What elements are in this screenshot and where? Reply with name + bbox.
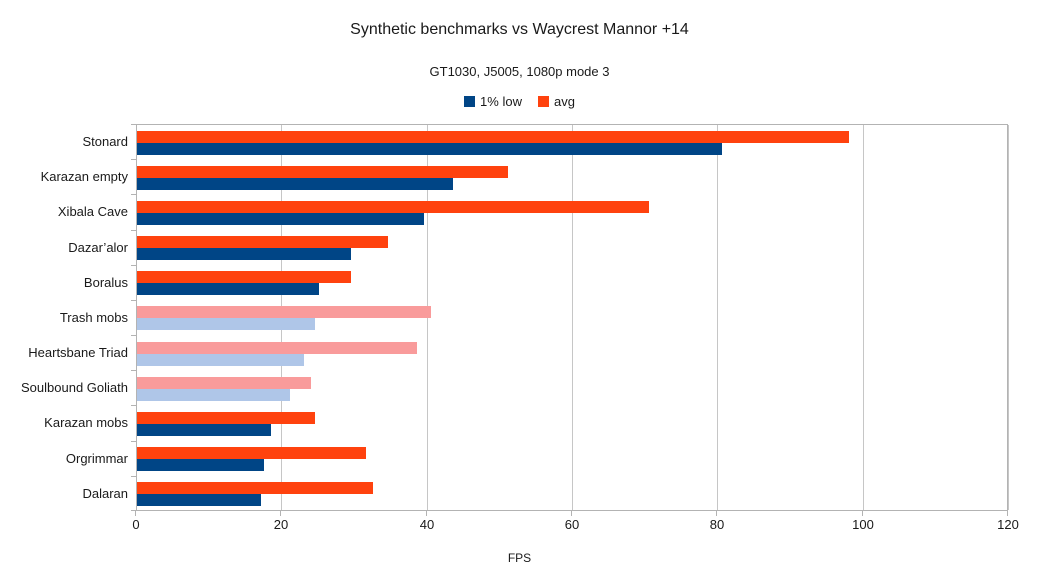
bar-avg-stonard bbox=[137, 131, 849, 143]
bar-low-trash-mobs bbox=[137, 318, 315, 330]
x-axis-tick bbox=[280, 511, 281, 516]
category-label-heartsbane-triad: Heartsbane Triad bbox=[28, 345, 128, 360]
y-axis-tick bbox=[131, 300, 136, 301]
gridline-60 bbox=[572, 125, 573, 510]
x-axis-tick bbox=[862, 511, 863, 516]
bar-low-heartsbane-triad bbox=[137, 354, 304, 366]
x-tick-label-60: 60 bbox=[564, 517, 580, 532]
x-axis-tick bbox=[135, 511, 136, 516]
category-label-soulbound-goliath: Soulbound Goliath bbox=[21, 380, 128, 395]
plot-area bbox=[136, 124, 1009, 511]
y-axis-tick bbox=[131, 370, 136, 371]
legend-label-1pct-low: 1% low bbox=[480, 94, 522, 109]
category-label-trash-mobs: Trash mobs bbox=[59, 310, 128, 325]
bar-avg-heartsbane-triad bbox=[137, 342, 417, 354]
legend-swatch-avg bbox=[537, 96, 549, 107]
bar-avg-karazan-empty bbox=[137, 166, 508, 178]
bar-low-dazar-alor bbox=[137, 248, 351, 260]
bar-low-karazan-empty bbox=[137, 178, 453, 190]
x-tick-label-20: 20 bbox=[273, 517, 289, 532]
gridline-100 bbox=[863, 125, 864, 510]
y-axis-tick bbox=[131, 335, 136, 336]
x-tick-label-120: 120 bbox=[997, 517, 1019, 532]
y-axis-tick bbox=[131, 159, 136, 160]
y-axis-tick bbox=[131, 510, 136, 511]
bar-avg-boralus bbox=[137, 271, 351, 283]
y-axis-tick bbox=[131, 194, 136, 195]
x-tick-label-40: 40 bbox=[419, 517, 435, 532]
legend-swatch-1pct-low bbox=[464, 96, 476, 107]
category-label-stonard: Stonard bbox=[82, 134, 128, 149]
bar-avg-soulbound-goliath bbox=[137, 377, 311, 389]
x-tick-label-0: 0 bbox=[132, 517, 140, 532]
x-axis-tick bbox=[571, 511, 572, 516]
bar-avg-orgrimmar bbox=[137, 447, 366, 459]
bar-avg-trash-mobs bbox=[137, 306, 431, 318]
x-axis-tick bbox=[716, 511, 717, 516]
gridline-120 bbox=[1008, 125, 1009, 510]
x-tick-label-80: 80 bbox=[709, 517, 725, 532]
chart-subtitle: GT1030, J5005, 1080p mode 3 bbox=[429, 64, 610, 79]
bar-avg-dazar-alor bbox=[137, 236, 388, 248]
category-label-karazan-empty: Karazan empty bbox=[40, 169, 128, 184]
bar-avg-xibala-cave bbox=[137, 201, 649, 213]
legend-label-avg: avg bbox=[553, 94, 575, 109]
legend-item-1pct-low: 1% low bbox=[464, 94, 522, 109]
category-label-karazan-mobs: Karazan mobs bbox=[44, 415, 128, 430]
bar-low-orgrimmar bbox=[137, 459, 264, 471]
bar-low-boralus bbox=[137, 283, 319, 295]
category-label-dazar-alor: Dazar’alor bbox=[68, 240, 128, 255]
bar-low-stonard bbox=[137, 143, 722, 155]
category-label-boralus: Boralus bbox=[83, 275, 128, 290]
bar-avg-dalaran bbox=[137, 482, 373, 494]
bar-low-karazan-mobs bbox=[137, 424, 271, 436]
chart-title: Synthetic benchmarks vs Waycrest Mannor … bbox=[350, 21, 689, 38]
y-axis-tick bbox=[131, 405, 136, 406]
y-axis-tick bbox=[131, 230, 136, 231]
category-label-orgrimmar: Orgrimmar bbox=[65, 451, 128, 466]
y-axis-tick bbox=[131, 476, 136, 477]
y-axis-tick bbox=[131, 441, 136, 442]
x-tick-label-100: 100 bbox=[852, 517, 874, 532]
x-axis-title: FPS bbox=[507, 551, 532, 565]
bar-avg-karazan-mobs bbox=[137, 412, 315, 424]
category-label-xibala-cave: Xibala Cave bbox=[57, 204, 128, 219]
x-axis-tick bbox=[426, 511, 427, 516]
bar-low-dalaran bbox=[137, 494, 261, 506]
gridline-80 bbox=[717, 125, 718, 510]
y-axis-tick bbox=[131, 124, 136, 125]
bar-low-soulbound-goliath bbox=[137, 389, 290, 401]
legend: 1% low avg bbox=[0, 94, 1039, 109]
legend-item-avg: avg bbox=[537, 94, 575, 109]
category-label-dalaran: Dalaran bbox=[82, 486, 128, 501]
bar-low-xibala-cave bbox=[137, 213, 424, 225]
x-axis-tick bbox=[1007, 511, 1008, 516]
y-axis-tick bbox=[131, 265, 136, 266]
